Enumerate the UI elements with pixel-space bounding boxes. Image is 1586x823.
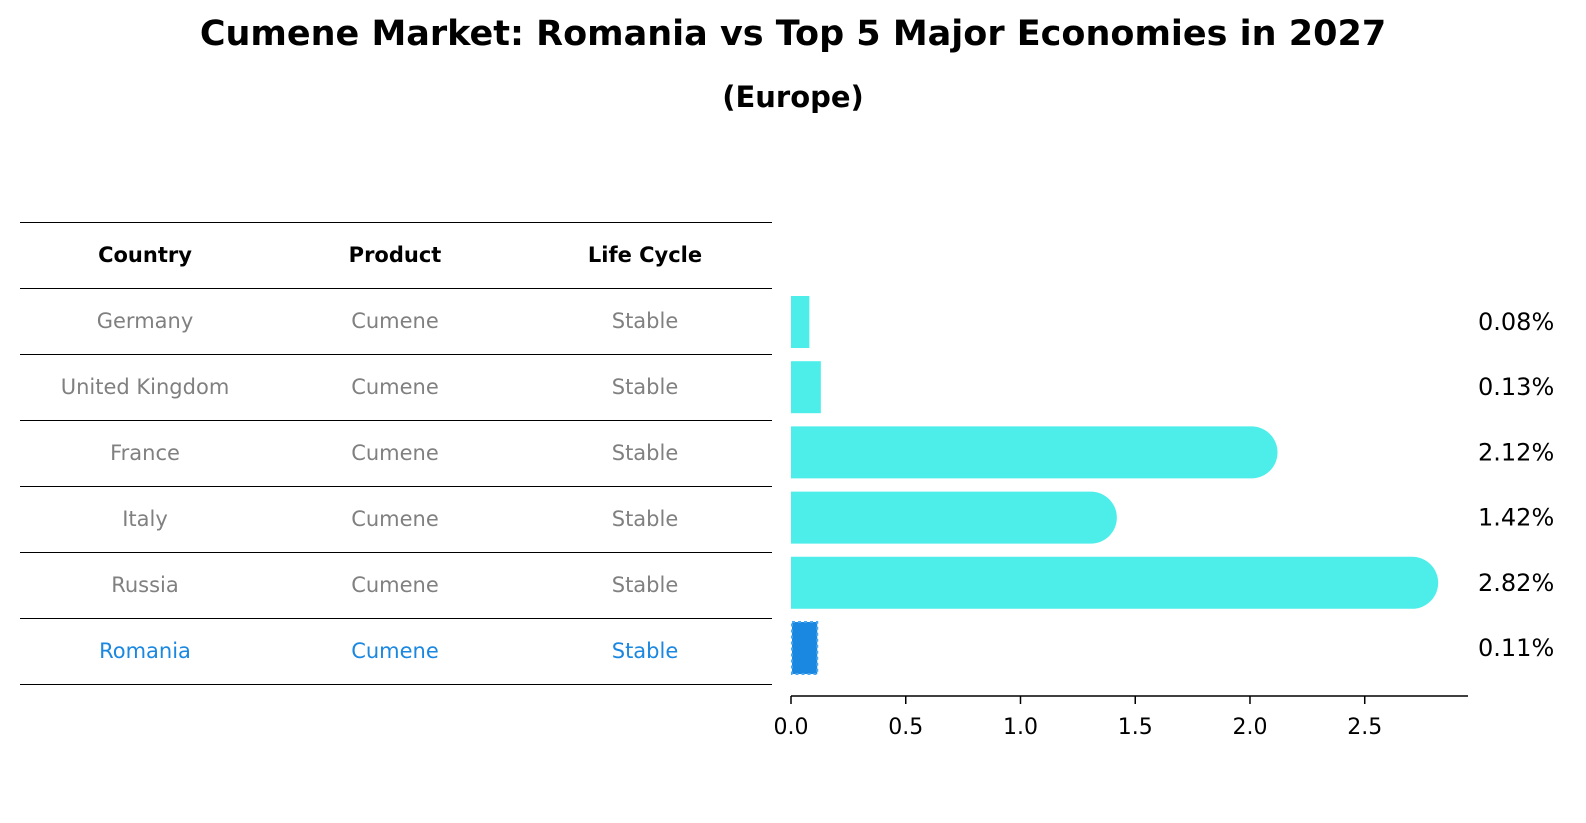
table-rule — [20, 288, 772, 289]
bar-romania — [791, 621, 819, 675]
table-rule — [20, 420, 772, 421]
table-top-rule — [20, 222, 772, 223]
cell-product: Cumene — [351, 573, 439, 597]
bar-united-kingdom — [791, 361, 821, 414]
value-label: 2.12% — [1478, 438, 1554, 466]
cell-product: Cumene — [351, 639, 439, 663]
cell-country: Germany — [96, 309, 194, 333]
table-rule — [20, 618, 772, 619]
cell-life-cycle: Stable — [611, 639, 679, 663]
value-label: 0.08% — [1478, 308, 1554, 336]
bar-germany — [791, 296, 810, 348]
bar-france — [791, 426, 1278, 479]
table-rule — [20, 552, 772, 553]
table-row: Russia Cumene Stable — [20, 552, 772, 618]
value-label: 2.82% — [1478, 569, 1554, 597]
header-country: Country — [98, 243, 192, 267]
table-rule — [20, 486, 772, 487]
cell-country: Italy — [122, 507, 168, 531]
cell-country: Russia — [111, 573, 179, 597]
bar-italy — [791, 491, 1117, 544]
header-product: Product — [348, 243, 442, 267]
cell-life-cycle: Stable — [611, 309, 679, 333]
table-row: Germany Cumene Stable — [20, 288, 772, 354]
cell-product: Cumene — [351, 507, 439, 531]
chart-subtitle: (Europe) — [722, 80, 864, 114]
x-tick-label: 2.5 — [1347, 715, 1382, 740]
cell-life-cycle: Stable — [611, 375, 679, 399]
table-bottom-rule — [20, 684, 772, 685]
table-row-highlight: Romania Cumene Stable — [20, 618, 772, 684]
cell-life-cycle: Stable — [611, 573, 679, 597]
table-rule — [20, 354, 772, 355]
cell-life-cycle: Stable — [611, 441, 679, 465]
value-label: 1.42% — [1478, 504, 1554, 532]
value-label: 0.11% — [1478, 634, 1554, 662]
cell-product: Cumene — [351, 441, 439, 465]
x-tick-label: 0.5 — [888, 715, 923, 740]
cell-country: France — [110, 441, 180, 465]
table-header-row: Country Product Life Cycle — [20, 222, 772, 288]
header-life-cycle: Life Cycle — [587, 243, 703, 267]
x-tick-label: 0.0 — [774, 715, 809, 740]
table-row: France Cumene Stable — [20, 420, 772, 486]
x-tick-label: 1.5 — [1118, 715, 1153, 740]
cell-life-cycle: Stable — [611, 507, 679, 531]
cell-product: Cumene — [351, 375, 439, 399]
cell-country: Romania — [99, 639, 191, 663]
table-row: United Kingdom Cumene Stable — [20, 354, 772, 420]
table-row: Italy Cumene Stable — [20, 486, 772, 552]
value-label: 0.13% — [1478, 373, 1554, 401]
x-tick-label: 1.0 — [1003, 715, 1038, 740]
chart-title: Cumene Market: Romania vs Top 5 Major Ec… — [199, 14, 1387, 54]
cell-country: United Kingdom — [60, 375, 230, 399]
bar-russia — [791, 556, 1439, 609]
x-tick-label: 2.0 — [1232, 715, 1267, 740]
cell-product: Cumene — [351, 309, 439, 333]
